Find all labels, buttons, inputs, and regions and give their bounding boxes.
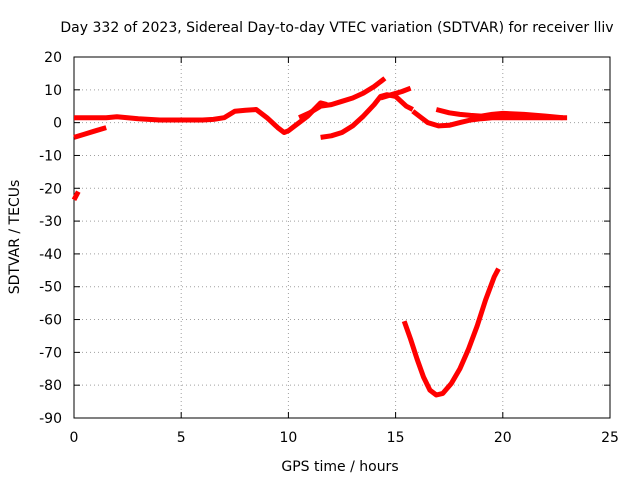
series-line-segment-9	[401, 267, 501, 398]
y-axis: 20 10 0 -10 -20 -30 -40 -50 -60 -70 -80 -90	[39, 50, 610, 427]
chart-title: Day 332 of 2023, Sidereal Day-to-day VTE…	[60, 20, 613, 36]
y-tick-label: -40	[39, 247, 62, 263]
y-tick-label: -70	[39, 345, 62, 361]
y-tick-label: -60	[39, 313, 62, 329]
y-tick-label: 20	[44, 50, 62, 66]
series-line-segment-5	[320, 92, 414, 140]
y-tick-label: -20	[39, 181, 62, 197]
x-tick-label: 5	[177, 430, 186, 446]
x-tick-label: 20	[494, 430, 512, 446]
x-tick-label: 25	[601, 430, 619, 446]
x-tick-label: 0	[70, 430, 79, 446]
series-line-segment-8	[435, 107, 564, 121]
y-tick-label: 0	[53, 116, 62, 132]
y-axis-label: SDTVAR / TECUs	[7, 180, 23, 295]
x-axis-label: GPS time / hours	[281, 459, 398, 475]
y-tick-label: -10	[39, 148, 62, 164]
series-line-segment-4	[298, 76, 387, 120]
y-tick-label: -90	[39, 411, 62, 427]
x-axis: 0 5 10 15 20 25	[70, 57, 619, 446]
y-tick-label: -30	[39, 214, 62, 230]
series-line-segment-2	[73, 125, 107, 140]
series-line-segment-3	[74, 100, 328, 135]
series-line-segment-1	[71, 190, 81, 201]
data-series	[71, 76, 568, 398]
y-tick-label: -50	[39, 280, 62, 296]
y-tick-label: 10	[44, 83, 62, 99]
plot-frame	[73, 56, 611, 419]
grid	[74, 57, 610, 418]
y-tick-label: -80	[39, 378, 62, 394]
series-line-segment-6	[379, 85, 412, 101]
x-tick-label: 10	[279, 430, 297, 446]
x-tick-label: 15	[387, 430, 405, 446]
